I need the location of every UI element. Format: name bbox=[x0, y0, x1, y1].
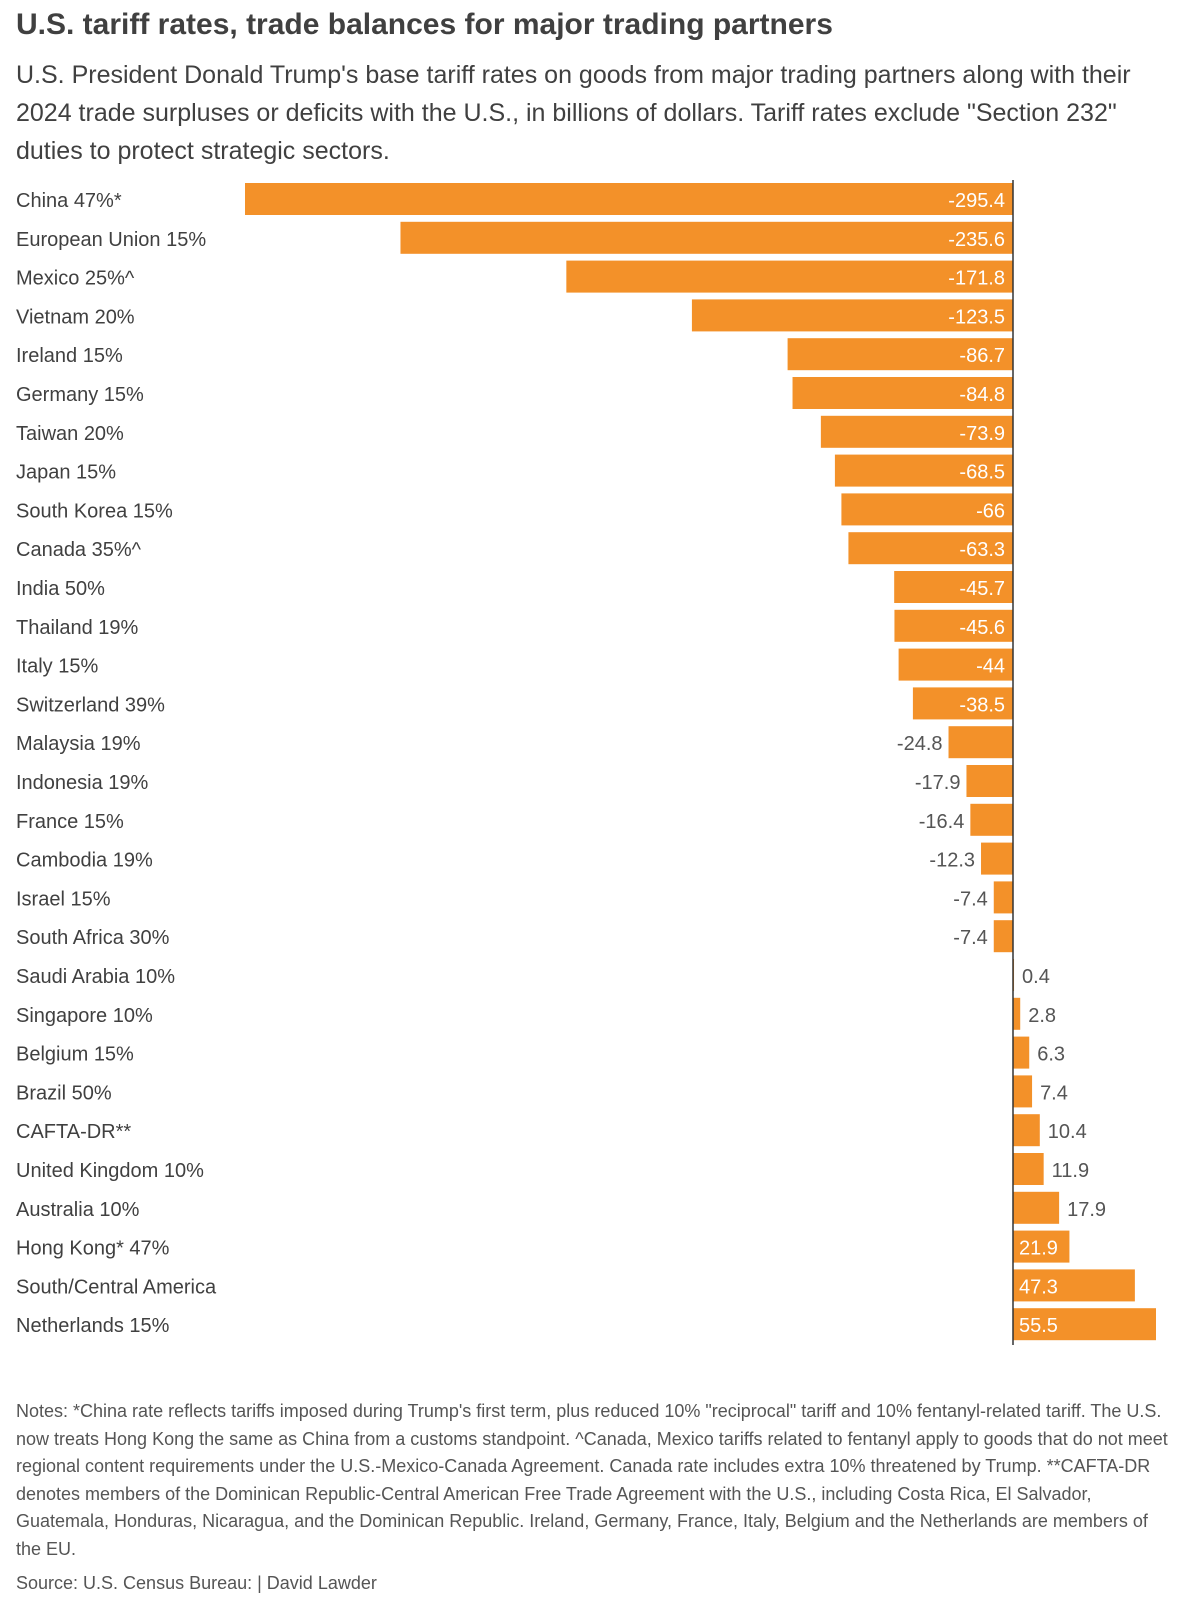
bar bbox=[834, 454, 1013, 487]
category-label: Germany 15% bbox=[16, 384, 144, 406]
bar bbox=[841, 493, 1013, 526]
value-label: 0.4 bbox=[1022, 966, 1050, 988]
bar bbox=[1013, 1075, 1033, 1108]
chart-notes: Notes: *China rate reflects tariffs impo… bbox=[16, 1401, 1168, 1559]
value-label: 6.3 bbox=[1037, 1044, 1065, 1066]
bar bbox=[1013, 1153, 1044, 1185]
bar bbox=[691, 299, 1013, 332]
category-label: Australia 10% bbox=[16, 1199, 140, 1221]
bar bbox=[1013, 997, 1021, 1030]
value-label: -38.5 bbox=[959, 694, 1005, 716]
bar bbox=[970, 803, 1013, 836]
value-label: -7.4 bbox=[953, 927, 987, 949]
bar bbox=[912, 687, 1013, 720]
value-label: -44 bbox=[976, 656, 1005, 678]
category-label: United Kingdom 10% bbox=[16, 1160, 204, 1182]
value-label: 47.3 bbox=[1019, 1276, 1058, 1298]
category-label: Brazil 50% bbox=[16, 1082, 112, 1104]
value-label: -16.4 bbox=[919, 811, 965, 833]
bar bbox=[993, 881, 1013, 914]
bar bbox=[1013, 1036, 1030, 1069]
value-label: -171.8 bbox=[948, 268, 1005, 290]
bar-chart: China 47%* -295.4 European Union 15% -235.6… bbox=[16, 180, 1156, 1345]
bar bbox=[1013, 1191, 1060, 1224]
value-label: 7.4 bbox=[1040, 1082, 1068, 1104]
value-label: 2.8 bbox=[1028, 1005, 1056, 1027]
value-label: 11.9 bbox=[1052, 1160, 1089, 1182]
bar bbox=[894, 609, 1013, 642]
value-label: -86.7 bbox=[959, 345, 1005, 367]
category-label: Hong Kong* 47% bbox=[16, 1238, 170, 1260]
bar bbox=[1013, 1308, 1156, 1341]
category-label: Switzerland 39% bbox=[16, 694, 165, 716]
category-label: Japan 15% bbox=[16, 462, 116, 484]
value-label: 10.4 bbox=[1048, 1121, 1087, 1143]
bar bbox=[848, 532, 1013, 565]
category-label: Israel 15% bbox=[16, 888, 111, 910]
chart-title: U.S. tariff rates, trade balances for ma… bbox=[16, 8, 833, 41]
bar bbox=[245, 183, 1013, 215]
bar bbox=[898, 648, 1013, 681]
value-label: 21.9 bbox=[1019, 1238, 1058, 1260]
bar bbox=[820, 415, 1013, 448]
category-label: South Korea 15% bbox=[16, 500, 173, 522]
category-label: Belgium 15% bbox=[16, 1044, 134, 1066]
value-label: -7.4 bbox=[953, 888, 987, 910]
category-label: Canada 35%^ bbox=[16, 539, 142, 561]
category-label: Vietnam 20% bbox=[16, 306, 135, 328]
value-label: 17.9 bbox=[1067, 1199, 1106, 1221]
chart-source: Source: U.S. Census Bureau: | David Lawd… bbox=[16, 1573, 377, 1593]
value-label: -84.8 bbox=[959, 384, 1005, 406]
bar bbox=[1013, 1230, 1070, 1263]
category-label: Indonesia 19% bbox=[16, 772, 149, 794]
value-label: -235.6 bbox=[948, 229, 1005, 251]
value-label: -73.9 bbox=[959, 423, 1005, 445]
bar bbox=[948, 726, 1013, 759]
category-label: Mexico 25%^ bbox=[16, 268, 135, 290]
value-label: -66 bbox=[976, 500, 1005, 522]
category-label: China 47%* bbox=[16, 190, 122, 212]
value-label: -45.6 bbox=[959, 617, 1005, 639]
category-label: CAFTA-DR** bbox=[16, 1121, 131, 1143]
category-label: Saudi Arabia 10% bbox=[16, 966, 175, 988]
bar bbox=[1013, 1269, 1135, 1302]
bar bbox=[400, 221, 1013, 254]
category-label: Singapore 10% bbox=[16, 1005, 153, 1027]
bar bbox=[792, 377, 1013, 409]
category-label: Netherlands 15% bbox=[16, 1315, 170, 1337]
value-label: -12.3 bbox=[929, 850, 975, 872]
value-label: -68.5 bbox=[959, 462, 1005, 484]
value-label: 55.5 bbox=[1019, 1315, 1058, 1337]
bar bbox=[981, 842, 1013, 875]
bar bbox=[993, 920, 1013, 953]
value-label: -24.8 bbox=[897, 733, 943, 755]
value-label: -17.9 bbox=[915, 772, 961, 794]
value-label: -123.5 bbox=[948, 306, 1005, 328]
value-label: -63.3 bbox=[959, 539, 1005, 561]
bar bbox=[894, 571, 1013, 603]
bar bbox=[787, 338, 1013, 371]
category-label: Thailand 19% bbox=[16, 617, 139, 639]
bar bbox=[1013, 1114, 1040, 1147]
bar bbox=[966, 765, 1013, 797]
category-label: South/Central America bbox=[16, 1276, 217, 1298]
value-label: -295.4 bbox=[948, 190, 1005, 212]
category-label: India 50% bbox=[16, 578, 105, 600]
category-label: Malaysia 19% bbox=[16, 733, 141, 755]
category-label: Italy 15% bbox=[16, 656, 98, 678]
category-label: South Africa 30% bbox=[16, 927, 170, 949]
category-label: Taiwan 20% bbox=[16, 423, 124, 445]
value-label: -45.7 bbox=[959, 578, 1005, 600]
bar bbox=[566, 260, 1013, 293]
chart-subtitle: U.S. President Donald Trump's base tarif… bbox=[16, 61, 1131, 165]
category-label: France 15% bbox=[16, 811, 124, 833]
category-label: Ireland 15% bbox=[16, 345, 123, 367]
category-label: Cambodia 19% bbox=[16, 850, 153, 872]
category-label: European Union 15% bbox=[16, 229, 206, 251]
